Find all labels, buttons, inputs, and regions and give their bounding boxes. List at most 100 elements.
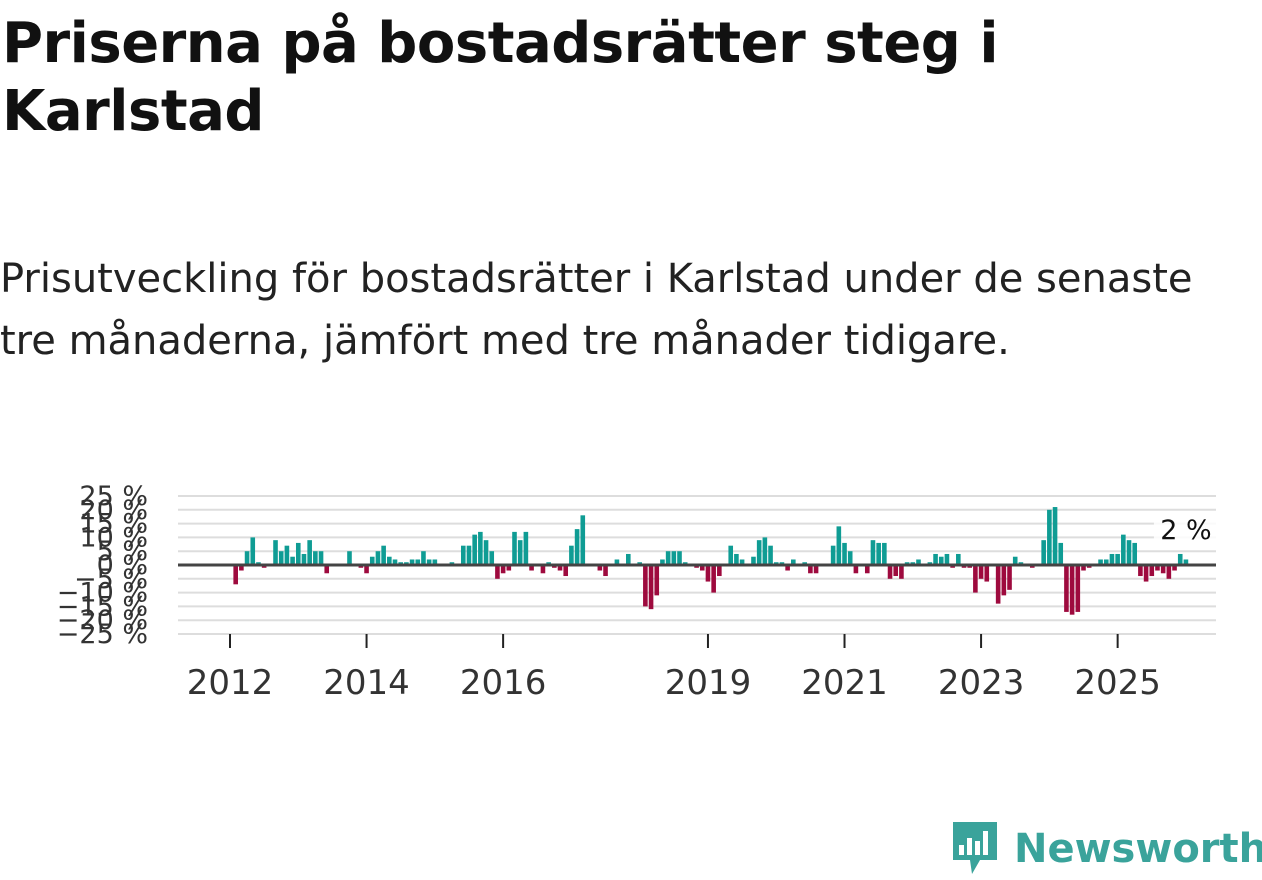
bar bbox=[705, 565, 711, 582]
chart-title: Priserna på bostadsrätter steg i Karlsta… bbox=[2, 11, 999, 144]
bar bbox=[739, 559, 745, 565]
bar bbox=[1115, 553, 1120, 565]
bar bbox=[563, 565, 569, 577]
bar bbox=[1183, 559, 1189, 565]
bar bbox=[512, 531, 517, 565]
bar bbox=[1098, 559, 1103, 565]
x-axis: 2012 2014 2016 2019 2021 2023 2025 bbox=[187, 634, 1161, 703]
x-tick-label: 2016 bbox=[460, 663, 547, 703]
bar bbox=[460, 545, 466, 565]
bar bbox=[699, 565, 705, 571]
bar bbox=[307, 540, 312, 565]
bar bbox=[626, 553, 631, 565]
newsworthy-logo: Newsworthy bbox=[950, 818, 1262, 880]
bar bbox=[751, 556, 756, 565]
bar bbox=[239, 565, 244, 571]
bar bbox=[1109, 553, 1115, 565]
y-axis-ticks: 25 %20 %15 %10 %5 %0 %−5 %−10 %−15 %−20 … bbox=[57, 481, 148, 650]
bar bbox=[603, 565, 608, 577]
bar bbox=[887, 565, 893, 579]
bar bbox=[478, 531, 483, 565]
bar bbox=[643, 565, 648, 607]
bar bbox=[1155, 565, 1160, 571]
bar bbox=[500, 565, 506, 574]
bar bbox=[654, 565, 660, 596]
bar bbox=[677, 551, 682, 565]
bar bbox=[557, 565, 563, 571]
bar bbox=[489, 551, 495, 565]
bar bbox=[847, 551, 853, 565]
last-value-label-bg bbox=[1153, 512, 1218, 546]
bar bbox=[1103, 559, 1109, 565]
bar bbox=[791, 559, 796, 565]
x-tick-label: 2019 bbox=[665, 663, 752, 703]
bar bbox=[1160, 565, 1166, 574]
bar bbox=[1138, 565, 1143, 577]
bar bbox=[1075, 565, 1081, 612]
bar bbox=[1126, 540, 1132, 565]
bar bbox=[392, 559, 398, 565]
last-value-label-text: 2 % bbox=[1160, 515, 1211, 546]
bar bbox=[614, 559, 620, 565]
bar bbox=[483, 540, 489, 565]
bar bbox=[233, 565, 238, 585]
bar bbox=[301, 553, 307, 565]
bar bbox=[1121, 534, 1126, 565]
bar bbox=[347, 551, 352, 565]
bar bbox=[808, 565, 813, 574]
bar bbox=[506, 565, 512, 571]
bar bbox=[1166, 565, 1172, 579]
bar bbox=[876, 542, 881, 565]
x-tick-label: 2012 bbox=[187, 663, 274, 703]
bar bbox=[1149, 565, 1155, 577]
bar bbox=[574, 529, 580, 565]
y-tick-label: 15 % bbox=[79, 509, 148, 540]
bar bbox=[717, 565, 722, 577]
bar bbox=[1069, 565, 1075, 615]
bar bbox=[882, 542, 887, 565]
bar bbox=[864, 565, 870, 574]
x-tick-label: 2023 bbox=[938, 663, 1025, 703]
bar bbox=[995, 565, 1001, 604]
bar bbox=[1052, 507, 1058, 565]
bar bbox=[1132, 542, 1138, 565]
y-tick-label: −10 % bbox=[57, 578, 148, 609]
bar bbox=[1041, 540, 1046, 565]
bar bbox=[762, 537, 768, 565]
y-tick-label: 0 % bbox=[97, 550, 148, 581]
bar bbox=[284, 545, 290, 565]
bar bbox=[597, 565, 603, 571]
bar bbox=[648, 565, 654, 610]
x-tick-label: 2014 bbox=[323, 663, 410, 703]
bar bbox=[369, 556, 375, 565]
bar bbox=[1143, 565, 1149, 582]
bar bbox=[472, 534, 477, 565]
bar bbox=[387, 556, 392, 565]
bar-chart: 25 %20 %15 %10 %5 %0 %−5 %−10 %−15 %−20 … bbox=[57, 481, 1218, 703]
bar bbox=[665, 551, 671, 565]
bar bbox=[495, 565, 500, 579]
bar bbox=[660, 559, 665, 565]
bar bbox=[830, 545, 836, 565]
bar bbox=[933, 553, 938, 565]
bar bbox=[938, 556, 944, 565]
bar bbox=[426, 559, 432, 565]
bar bbox=[842, 542, 847, 565]
bar bbox=[671, 551, 677, 565]
bar bbox=[944, 553, 950, 565]
bar bbox=[364, 565, 369, 574]
bar bbox=[813, 565, 819, 574]
bar bbox=[415, 559, 421, 565]
bar bbox=[244, 551, 250, 565]
bar bbox=[1172, 565, 1177, 571]
bar bbox=[421, 551, 426, 565]
bar bbox=[870, 540, 876, 565]
bar bbox=[978, 565, 984, 579]
bar bbox=[580, 515, 586, 565]
y-tick-label: −20 % bbox=[57, 605, 148, 636]
bar bbox=[295, 542, 301, 565]
bar bbox=[1058, 542, 1064, 565]
bar bbox=[517, 540, 523, 565]
bar bbox=[785, 565, 790, 571]
bar bbox=[899, 565, 904, 579]
